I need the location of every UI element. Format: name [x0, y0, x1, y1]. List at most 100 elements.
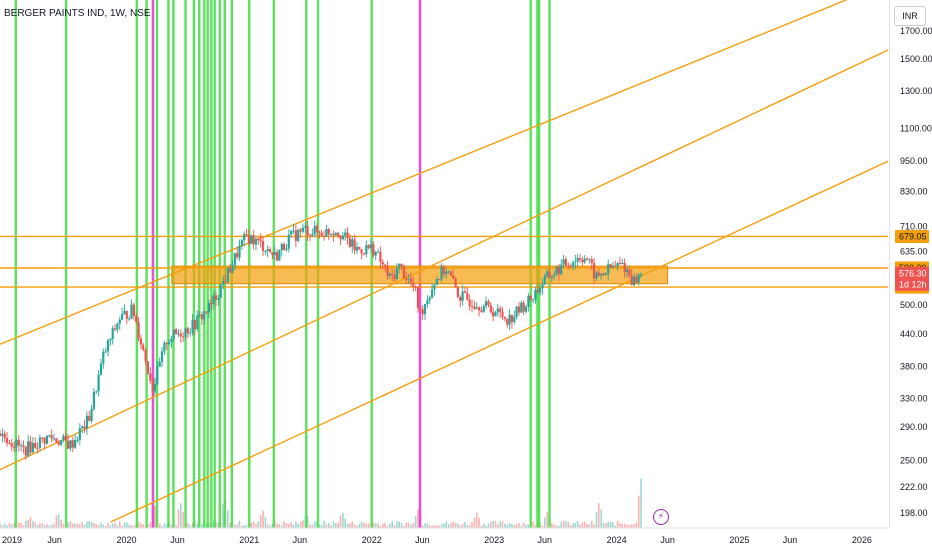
symbol-title[interactable]: BERGER PAINTS IND, 1W, NSE [4, 8, 151, 19]
volume-bar [323, 520, 325, 528]
volume-bar [428, 525, 431, 528]
volume-bar [10, 524, 13, 528]
candle-body [266, 249, 269, 252]
candle-body [562, 259, 565, 265]
candle-body [226, 267, 229, 282]
volume-bar [598, 503, 600, 528]
volume-bar [431, 525, 433, 528]
volume-bar [175, 525, 177, 528]
candle-body [15, 439, 18, 448]
volume-bar [640, 478, 642, 528]
volume-bar [320, 525, 323, 528]
volume-bar [241, 525, 243, 528]
volume-bar [269, 525, 271, 528]
candle-body [203, 311, 206, 320]
candle-body [367, 245, 370, 249]
candle-body [135, 316, 138, 323]
volume-bar [201, 523, 203, 528]
volume-bar [126, 522, 128, 528]
volume-bar [196, 523, 199, 528]
candle-body [482, 306, 485, 312]
candle-body [583, 258, 586, 263]
candle-body [423, 304, 427, 315]
candle-body [621, 263, 624, 264]
volume-bar [565, 521, 567, 528]
vertical-marker-lines [14, 0, 551, 528]
candle-body [170, 339, 173, 342]
candle-body [614, 266, 617, 267]
volume-bar [100, 522, 102, 528]
volume-bar [595, 511, 598, 528]
candle-body [466, 292, 469, 300]
candle-body [384, 264, 387, 267]
volume-bar [499, 521, 501, 528]
volume-bar [623, 524, 626, 528]
lightning-icon[interactable]: ⚡ [653, 509, 669, 525]
volume-bar [53, 523, 55, 528]
candle-body [409, 278, 413, 283]
volume-bar [440, 524, 443, 528]
candle-body [156, 366, 159, 385]
volume-bar [266, 524, 269, 528]
volume-bar [485, 525, 487, 528]
volume-bar [569, 525, 572, 528]
candle-body [71, 440, 74, 448]
candle-body [299, 229, 302, 232]
candle-body [34, 443, 37, 448]
candle-body [473, 306, 476, 309]
volume-bar [215, 522, 217, 528]
candle-body [121, 313, 124, 320]
volume-bar [116, 525, 119, 528]
volume-bar [546, 511, 548, 528]
volume-bar [259, 515, 262, 528]
candle-body [67, 440, 70, 449]
volume-bar [626, 524, 628, 528]
candle-body [31, 443, 34, 453]
candle-body [510, 314, 513, 323]
candle-body [290, 230, 293, 235]
candle-body [454, 278, 457, 288]
candle-body [323, 236, 326, 238]
volume-bar [475, 512, 478, 528]
currency-button[interactable]: INR [894, 6, 926, 26]
time-axis[interactable]: 2019 Jun 2020 Jun 2021 Jun 2022 Jun 2023 Jun 2024 J… [0, 527, 888, 545]
candle-body [3, 433, 6, 438]
y-tick-label: 1100.00 [900, 123, 932, 133]
volume-bar [104, 525, 107, 528]
candle-body [386, 266, 389, 276]
volume-bar [438, 525, 440, 528]
candle-body [149, 373, 152, 381]
volume-bar [466, 524, 469, 528]
candle-body [132, 304, 135, 317]
candle-body [501, 311, 504, 318]
volume-bar [74, 523, 76, 528]
candle-body [344, 232, 347, 236]
volume-bar [236, 524, 238, 528]
candle-body [38, 437, 41, 448]
volume-bar [567, 522, 570, 528]
volume-bar [222, 504, 224, 528]
candle-body [118, 319, 121, 324]
volume-bar [513, 525, 516, 528]
candle-body [517, 306, 521, 313]
volume-bar [630, 524, 633, 528]
candle-body [109, 338, 112, 341]
candle-body [461, 291, 464, 301]
volume-bar [48, 525, 51, 528]
candle-body [294, 230, 297, 241]
candle-body [1, 433, 4, 436]
volume-bar [396, 521, 398, 528]
volume-bar [492, 520, 494, 528]
candle-body [276, 252, 279, 261]
volume-bar [133, 525, 135, 528]
volume-bar [400, 523, 403, 528]
volume-bar [234, 524, 236, 528]
candlestick-series [0, 220, 643, 461]
volume-bar [161, 525, 163, 528]
trend-channel [0, 0, 889, 523]
candle-body [17, 439, 20, 446]
price-axis[interactable]: 1700.00 1500.00 1300.00 1100.00 950.00 830.00… [900, 26, 932, 518]
volume-bar [302, 520, 304, 528]
